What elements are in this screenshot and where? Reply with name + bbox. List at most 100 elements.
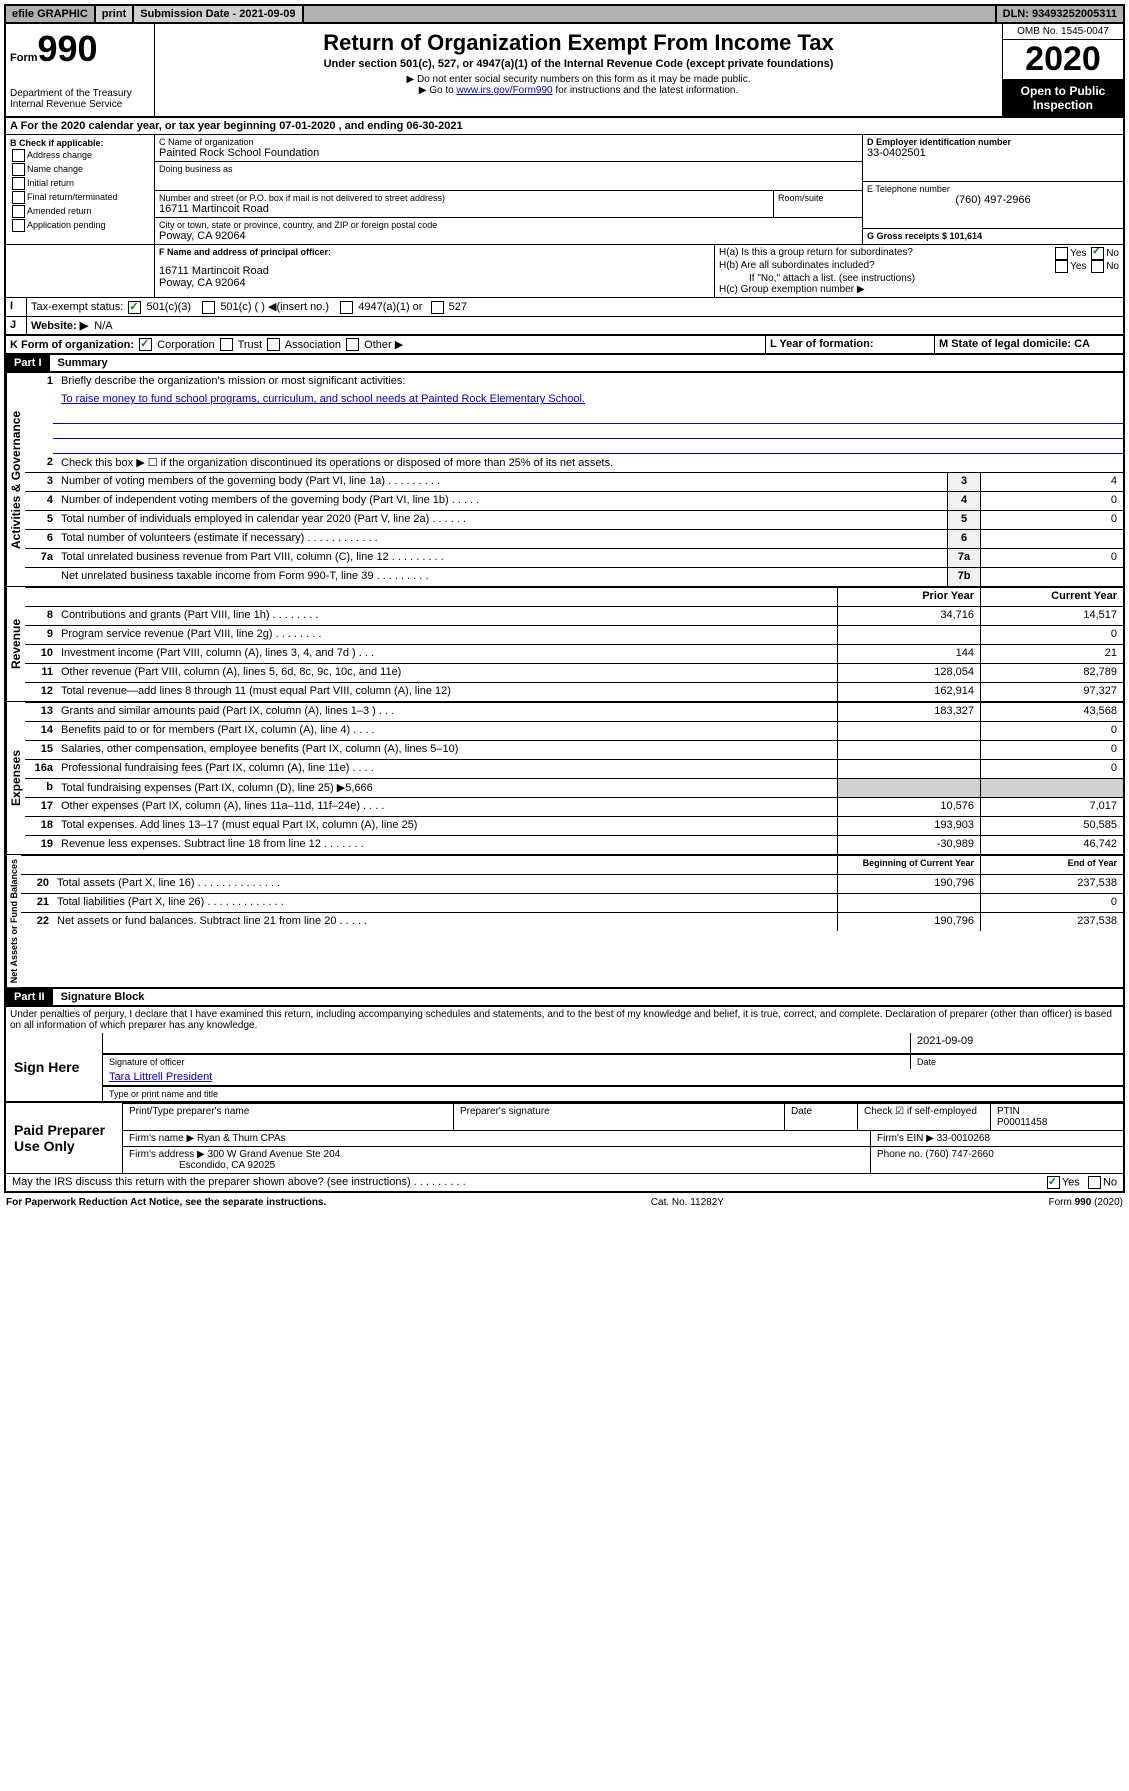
current-val — [980, 779, 1123, 797]
line-val: 0 — [980, 511, 1123, 529]
prior-val: 128,054 — [837, 664, 980, 682]
current-val: 0 — [980, 626, 1123, 644]
chk-name-change[interactable] — [12, 163, 25, 176]
line-num: 22 — [21, 913, 53, 931]
line-desc: Number of voting members of the governin… — [57, 473, 947, 491]
firm-phone-label: Phone no. — [877, 1149, 923, 1160]
line-val — [980, 530, 1123, 548]
current-val: 7,017 — [980, 798, 1123, 816]
prior-val: 183,327 — [837, 703, 980, 721]
sig-date: 2021-09-09 — [917, 1035, 973, 1047]
i-label: Tax-exempt status: — [31, 301, 123, 313]
b-opt-3: Final return/terminated — [27, 192, 118, 202]
f-label: F Name and address of principal officer: — [159, 247, 710, 257]
chk-final[interactable] — [12, 191, 25, 204]
prior-val: 193,903 — [837, 817, 980, 835]
part1-header-row: Part I Summary — [4, 355, 1125, 373]
prior-val — [837, 722, 980, 740]
line-desc: Salaries, other compensation, employee b… — [57, 741, 837, 759]
chk-assoc[interactable] — [267, 338, 280, 351]
chk-trust[interactable] — [220, 338, 233, 351]
part2-header: Part II — [6, 989, 53, 1005]
dept-label: Department of the Treasury Internal Reve… — [10, 88, 150, 110]
open-public: Open to Public Inspection — [1003, 80, 1123, 116]
j-label: Website: ▶ — [31, 320, 88, 332]
chk-4947[interactable] — [340, 301, 353, 314]
form-subtitle: Under section 501(c), 527, or 4947(a)(1)… — [159, 58, 998, 70]
ha-no[interactable] — [1091, 247, 1104, 260]
prior-val: 144 — [837, 645, 980, 663]
l-label: L Year of formation: — [766, 336, 935, 354]
b-opt-2: Initial return — [27, 178, 74, 188]
hc-label: H(c) Group exemption number ▶ — [719, 284, 1119, 295]
line-desc: Total liabilities (Part X, line 26) . . … — [53, 894, 837, 912]
firm-ein-label: Firm's EIN ▶ — [877, 1133, 934, 1144]
m-label: M State of legal domicile: CA — [935, 336, 1123, 354]
exp-section: Expenses 13 Grants and similar amounts p… — [4, 702, 1125, 855]
line-num — [25, 568, 57, 586]
chk-other[interactable] — [346, 338, 359, 351]
dba-label: Doing business as — [159, 164, 858, 174]
d-label: D Employer identification number — [867, 137, 1119, 147]
chk-501c[interactable] — [202, 301, 215, 314]
line-num: b — [25, 779, 57, 797]
phone-value: (760) 497-2966 — [867, 194, 1119, 206]
section-b: B Check if applicable: Address change Na… — [6, 135, 155, 244]
b-opt-0: Address change — [27, 150, 92, 160]
part2-header-row: Part II Signature Block — [4, 989, 1125, 1007]
hb-label: H(b) Are all subordinates included? — [719, 260, 875, 273]
line-desc: Total number of volunteers (estimate if … — [57, 530, 947, 548]
year-cell: OMB No. 1545-0047 2020 Open to Public In… — [1002, 24, 1123, 116]
hb-yes[interactable] — [1055, 260, 1068, 273]
chk-527[interactable] — [431, 301, 444, 314]
line-num: 8 — [25, 607, 57, 625]
ha-yes[interactable] — [1055, 247, 1068, 260]
officer-name-link[interactable]: Tara Littrell President — [109, 1071, 212, 1083]
firm-name: Ryan & Thum CPAs — [197, 1133, 286, 1144]
current-val: 0 — [980, 741, 1123, 759]
e-label: E Telephone number — [867, 184, 1119, 194]
chk-corp[interactable] — [139, 338, 152, 351]
prior-val — [837, 760, 980, 778]
section-c: C Name of organization Painted Rock Scho… — [155, 135, 863, 244]
dln-label: DLN: 93493252005311 — [997, 6, 1123, 22]
prior-val — [837, 779, 980, 797]
discuss-no[interactable] — [1088, 1176, 1101, 1189]
prior-val — [837, 741, 980, 759]
current-val: 14,517 — [980, 607, 1123, 625]
k-l-m-row: K Form of organization: Corporation Trus… — [4, 334, 1125, 356]
submission-date: Submission Date - 2021-09-09 — [134, 6, 303, 22]
line-box: 4 — [947, 492, 980, 510]
right-info: D Employer identification number 33-0402… — [863, 135, 1123, 244]
line-desc: Total revenue—add lines 8 through 11 (mu… — [57, 683, 837, 701]
side-net: Net Assets or Fund Balances — [6, 855, 21, 987]
chk-501c3[interactable] — [128, 301, 141, 314]
line-desc: Net assets or fund balances. Subtract li… — [53, 913, 837, 931]
line-desc: Total unrelated business revenue from Pa… — [57, 549, 947, 567]
current-val: 0 — [980, 760, 1123, 778]
side-expenses: Expenses — [6, 702, 25, 854]
hb-no[interactable] — [1091, 260, 1104, 273]
note-ssn: ▶ Do not enter social security numbers o… — [159, 74, 998, 85]
prior-val: -30,989 — [837, 836, 980, 854]
line-num: 11 — [25, 664, 57, 682]
print-button[interactable]: print — [96, 6, 134, 22]
mission-text[interactable]: To raise money to fund school programs, … — [61, 393, 585, 405]
line-num: 16a — [25, 760, 57, 778]
chk-amended[interactable] — [12, 205, 25, 218]
chk-address-change[interactable] — [12, 149, 25, 162]
chk-initial[interactable] — [12, 177, 25, 190]
prior-val — [837, 894, 980, 912]
chk-pending[interactable] — [12, 219, 25, 232]
footer-right: Form 990 (2020) — [1049, 1197, 1123, 1208]
instructions-link[interactable]: www.irs.gov/Form990 — [456, 85, 552, 96]
section-i: I Tax-exempt status: 501(c)(3) 501(c) ( … — [4, 297, 1125, 316]
line-num: 14 — [25, 722, 57, 740]
prep-date-label: Date — [785, 1103, 858, 1130]
line-desc: Benefits paid to or for members (Part IX… — [57, 722, 837, 740]
discuss-yes[interactable] — [1047, 1176, 1060, 1189]
addr-label: Number and street (or P.O. box if mail i… — [159, 193, 769, 203]
form-header: Form990 Department of the Treasury Inter… — [4, 24, 1125, 116]
current-val: 21 — [980, 645, 1123, 663]
ptin-value: P00011458 — [997, 1117, 1117, 1128]
